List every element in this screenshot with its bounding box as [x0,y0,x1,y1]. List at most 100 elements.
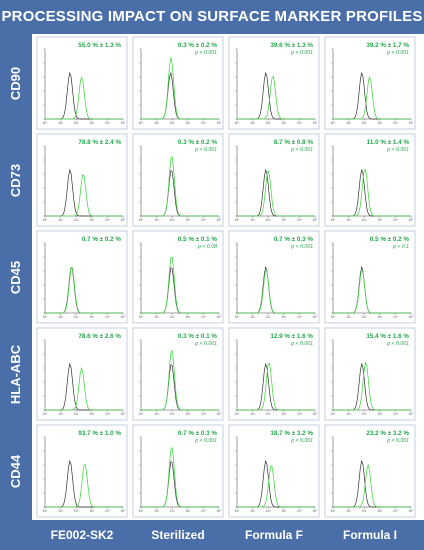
x-tick-label: 10⁴ [201,218,207,222]
x-tick-label: 10⁴ [105,509,111,513]
x-tick-label: 10² [362,121,367,125]
marker-histogram [141,155,219,217]
column-label-formula-f: Formula F [244,528,303,542]
x-tick-label: 10² [74,509,79,513]
x-tick-label: 10⁵ [121,121,127,125]
p-value-label: p < 0.001 [194,50,217,56]
panel-frame [228,36,320,130]
x-tick-label: 10² [170,509,175,513]
histogram-panel: 10⁰ 10¹ 10² 10³ 10⁴ 10⁵ 0.7 % ± 0.3 %p < 0.001 [132,424,224,518]
x-tick-label: 10⁴ [297,315,303,319]
x-tick-label: 10¹ [346,412,351,416]
histogram-panel: 10⁰ 10¹ 10² 10³ 10⁴ 10⁵ 0.3 % ± 0.1 %p < 0.001 [132,327,224,421]
x-tick-label: 10¹ [250,315,255,319]
percent-positive-label: 0.3 % ± 0.1 % [178,333,218,340]
percent-positive-label: 55.0 % ± 1.3 % [78,42,121,49]
x-tick-label: 10⁵ [217,509,223,513]
x-tick-label: 10¹ [154,218,159,222]
column-label-fe002-sk2: FE002-SK2 [50,528,114,542]
histogram-panel: 10⁰ 10¹ 10² 10³ 10⁴ 10⁵ 78.8 % ± 2.4 % [36,133,128,227]
x-tick-label: 10⁵ [313,509,319,513]
x-tick-label: 10³ [281,509,286,513]
x-tick-label: 10⁴ [105,121,111,125]
x-tick-label: 10² [362,509,367,513]
x-tick-label: 10³ [89,315,94,319]
x-tick-label: 10¹ [154,315,159,319]
x-tick-label: 10⁰ [331,412,337,416]
x-tick-label: 10² [266,218,271,222]
x-tick-label: 10⁵ [409,121,415,125]
x-tick-label: 10⁰ [235,315,241,319]
percent-positive-label: 0.7 % ± 0.2 % [82,236,122,243]
x-tick-label: 10⁵ [121,218,127,222]
p-value-label: p < 0.001 [290,147,313,153]
x-tick-label: 10⁰ [43,412,49,416]
p-value-label: p < 0.08 [197,244,217,250]
x-tick-label: 10³ [89,412,94,416]
marker-histogram [333,168,411,217]
x-tick-label: 10⁰ [139,121,145,125]
x-tick-label: 10² [74,412,79,416]
x-tick-label: 10⁰ [139,315,145,319]
panel-frame [132,230,224,324]
histogram-panel: 10⁰ 10¹ 10² 10³ 10⁴ 10⁵ 78.6 % ± 2.6 % [36,327,128,421]
x-tick-label: 10² [170,412,175,416]
x-tick-label: 10³ [185,509,190,513]
percent-positive-label: 39.6 % ± 1.3 % [270,42,313,49]
p-value-label: p < 0.001 [290,50,313,56]
panel-frame [324,133,416,227]
p-value-label: p < 0.1 [392,244,409,250]
x-tick-label: 10⁰ [331,218,337,222]
percent-positive-label: 15.4 % ± 1.6 % [366,333,409,340]
p-value-label: p < 0.001 [386,147,409,153]
histogram-panel: 10⁰ 10¹ 10² 10³ 10⁴ 10⁵ 15.4 % ± 1.6 %p < 0.00… [324,327,416,421]
panel-frame [324,230,416,324]
x-tick-label: 10⁰ [43,509,49,513]
marker-histogram [45,463,123,508]
p-value-label: p < 0.001 [290,244,313,250]
x-tick-label: 10³ [281,218,286,222]
x-tick-label: 10⁴ [393,509,399,513]
x-tick-label: 10⁰ [139,218,145,222]
x-tick-label: 10² [362,218,367,222]
x-tick-label: 10⁰ [235,121,241,125]
histogram-panel: 10⁰ 10¹ 10² 10³ 10⁴ 10⁵ 55.0 % ± 1.3 % [36,36,128,130]
x-tick-label: 10¹ [346,121,351,125]
marker-histogram [45,174,123,217]
histogram-panel: 10⁰ 10¹ 10² 10³ 10⁴ 10⁵ 39.6 % ± 1.3 %p < 0.00… [228,36,320,130]
x-tick-label: 10⁵ [409,218,415,222]
x-tick-label: 10³ [377,121,382,125]
x-tick-label: 10² [170,121,175,125]
panel-frame [36,36,128,130]
x-tick-label: 10⁴ [201,412,207,416]
percent-positive-label: 11.0 % ± 1.4 % [367,139,410,146]
x-tick-label: 10¹ [154,121,159,125]
histogram-panel: 10⁰ 10¹ 10² 10³ 10⁴ 10⁵ 8.7 % ± 0.8 %p < 0.001 [228,133,320,227]
histogram-panel: 10⁰ 10¹ 10² 10³ 10⁴ 10⁵ 0.7 % ± 0.2 % [36,230,128,324]
percent-positive-label: 8.7 % ± 0.8 % [274,139,314,146]
panel-frame [228,230,320,324]
marker-histogram [45,266,123,314]
x-tick-label: 10⁵ [217,315,223,319]
x-tick-label: 10¹ [58,218,63,222]
percent-positive-label: 78.6 % ± 2.6 % [78,333,121,340]
x-tick-label: 10⁴ [297,509,303,513]
x-tick-label: 10³ [185,121,190,125]
histogram-panel: 10⁰ 10¹ 10² 10³ 10⁴ 10⁵ 0.3 % ± 0.2 %p < 0.001 [132,36,224,130]
marker-histogram [237,270,315,314]
x-tick-label: 10⁰ [331,509,337,513]
x-tick-label: 10⁵ [313,218,319,222]
column-label-bar [0,520,424,550]
x-tick-label: 10² [362,315,367,319]
x-tick-label: 10² [266,412,271,416]
x-tick-label: 10⁵ [121,509,127,513]
x-tick-label: 10¹ [346,218,351,222]
x-tick-label: 10³ [89,121,94,125]
histogram-panel: 10⁰ 10¹ 10² 10³ 10⁴ 10⁵ 0.3 % ± 0.2 %p < 0.001 [132,133,224,227]
panel-frame [36,230,128,324]
column-label-sterilized: Sterilized [151,528,205,542]
x-tick-label: 10¹ [250,121,255,125]
x-tick-label: 10² [170,315,175,319]
x-tick-label: 10³ [185,315,190,319]
